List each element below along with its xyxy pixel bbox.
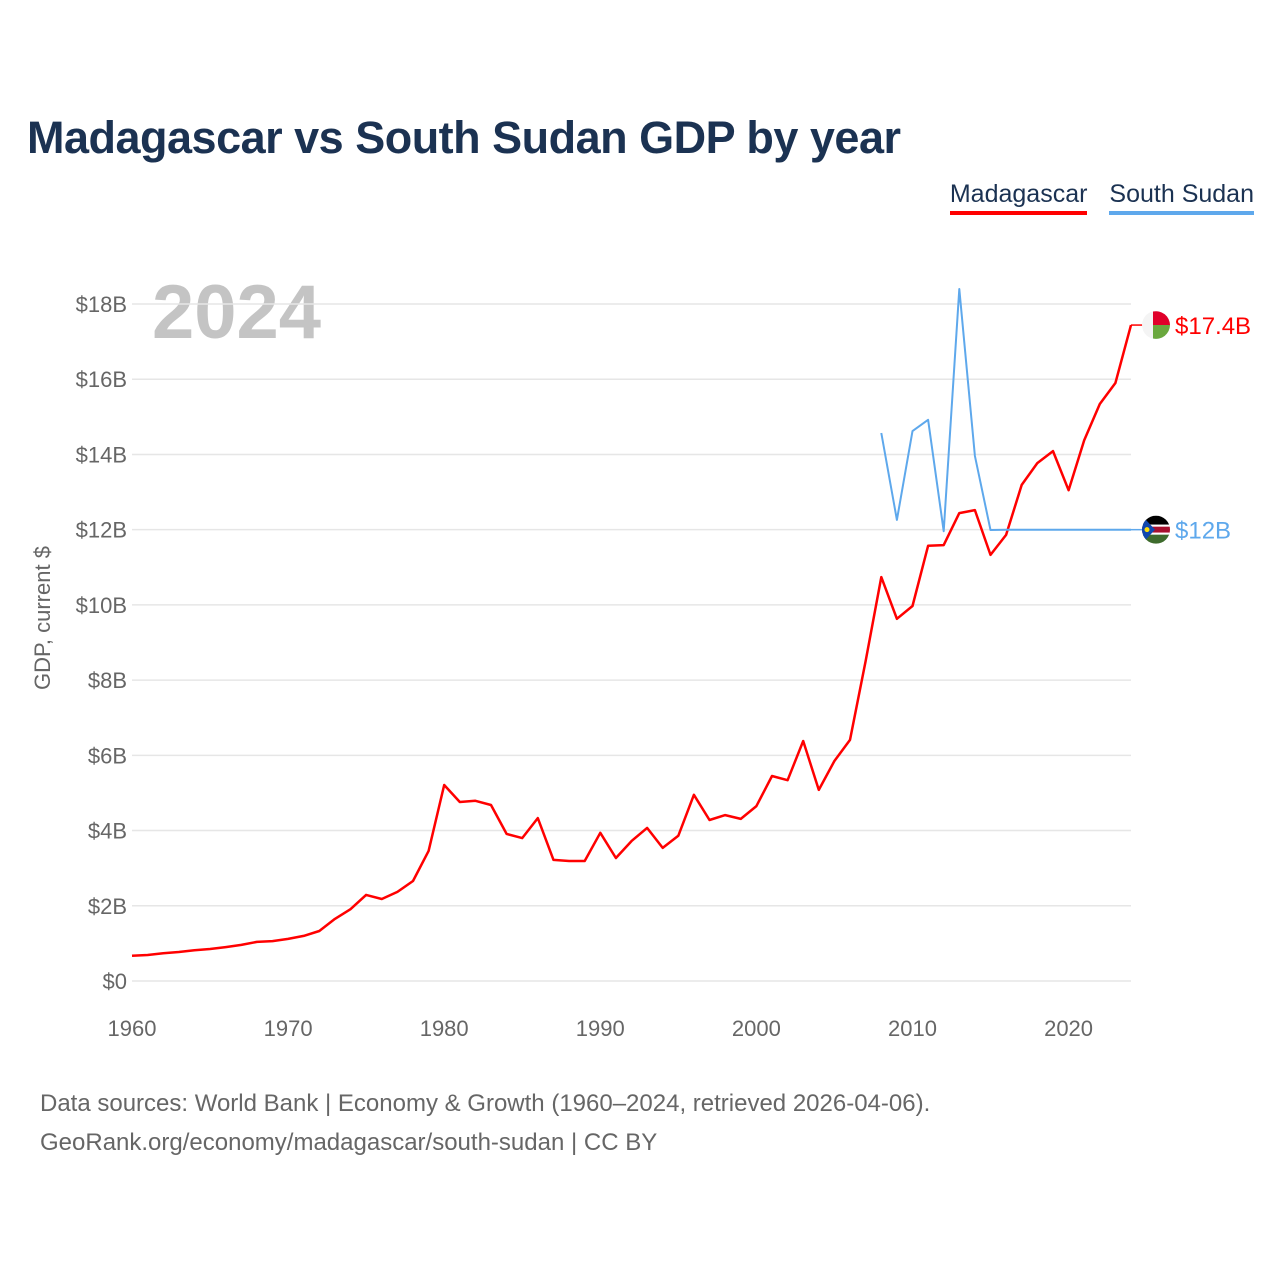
flag-band	[1142, 515, 1170, 525]
footer-link[interactable]: GeoRank.org/economy/madagascar/south-sud…	[40, 1129, 658, 1156]
flag-band	[1142, 534, 1170, 544]
x-tick-label: 1970	[264, 1016, 313, 1041]
flag-band	[1142, 524, 1170, 527]
y-axis-label: GDP, current $	[30, 546, 55, 690]
y-tick-label: $0	[103, 969, 127, 994]
end-value-label: $17.4B	[1175, 313, 1251, 340]
legend-madagascar[interactable]: Madagascar	[949, 180, 1088, 215]
y-tick-label: $18B	[76, 292, 127, 317]
flag-band	[1142, 532, 1170, 535]
y-tick-label: $10B	[76, 593, 127, 618]
y-tick-label: $2B	[88, 894, 127, 919]
flag-red-band	[1153, 311, 1170, 326]
x-tick-label: 1990	[576, 1016, 625, 1041]
y-tick-label: $6B	[88, 743, 127, 768]
x-tick-label: 1960	[108, 1016, 157, 1041]
flag-star	[1144, 527, 1150, 533]
chart-title: Madagascar vs South Sudan GDP by year	[27, 112, 901, 163]
x-tick-label: 2000	[732, 1016, 781, 1041]
series-line-madagascar	[131, 324, 1133, 958]
x-tick-label: 2020	[1044, 1016, 1093, 1041]
footer-sources: Data sources: World Bank | Economy & Gro…	[40, 1090, 931, 1117]
year-watermark: 2024	[152, 270, 321, 355]
footer: Data sources: World Bank | Economy & Gro…	[40, 1084, 930, 1162]
y-tick-label: $16B	[76, 367, 127, 392]
x-tick-label: 1980	[420, 1016, 469, 1041]
legend: Madagascar South Sudan	[949, 180, 1254, 215]
legend-south-sudan[interactable]: South Sudan	[1109, 180, 1254, 215]
flag-band	[1142, 526, 1170, 533]
y-tick-label: $14B	[76, 442, 127, 467]
y-tick-label: $4B	[88, 819, 127, 844]
y-tick-label: $12B	[76, 518, 127, 543]
end-value-label: $12B	[1175, 518, 1231, 545]
x-tick-label: 2010	[888, 1016, 937, 1041]
flag-green-band	[1153, 325, 1170, 339]
series-line-south-sudan	[880, 288, 1131, 533]
y-tick-label: $8B	[88, 668, 127, 693]
